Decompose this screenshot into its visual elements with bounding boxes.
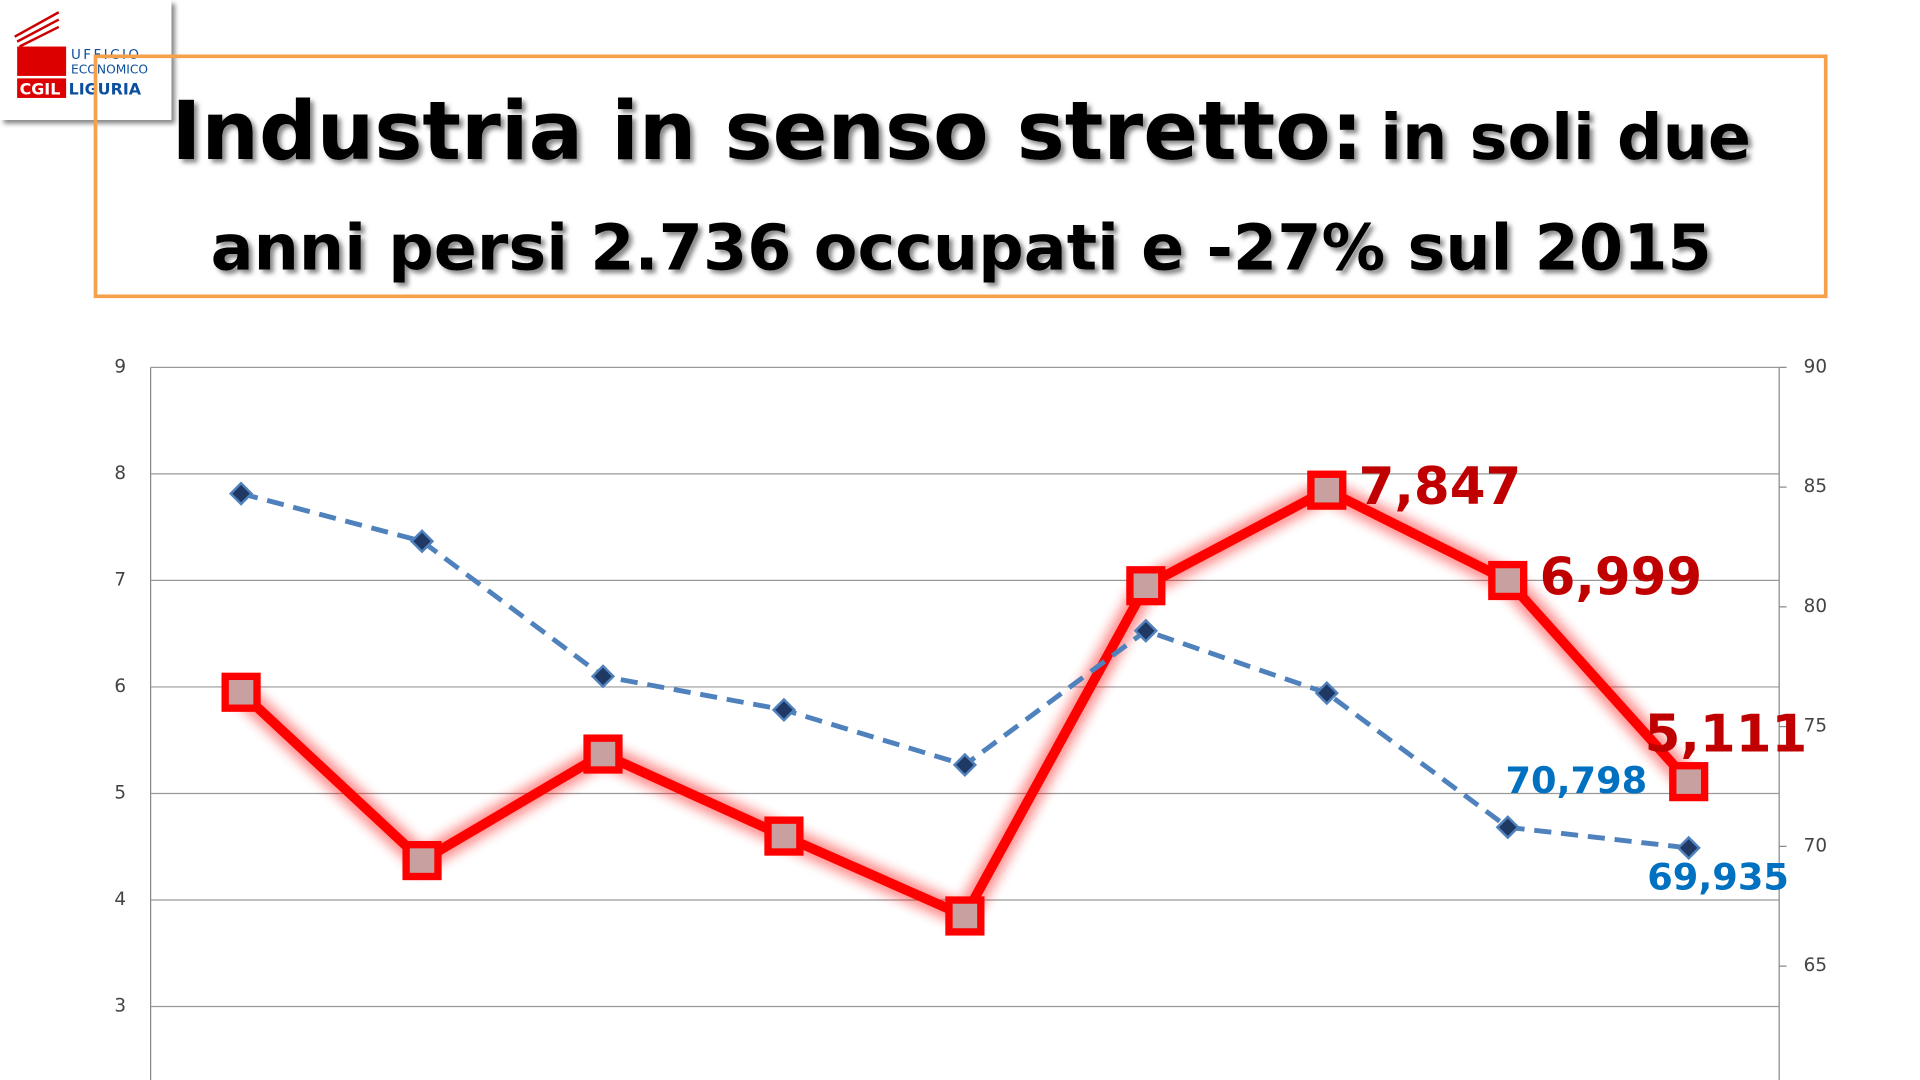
data-label: 7,847 <box>1359 457 1522 517</box>
y-tick-label: 4 <box>114 889 126 910</box>
data-label: 5,111 <box>1645 705 1808 765</box>
y-tick-label: 8 <box>114 463 126 484</box>
logo-text: CGIL <box>20 79 61 98</box>
marker <box>1133 618 1158 643</box>
marker <box>1307 470 1347 510</box>
y2-tick-label: 90 <box>1804 356 1827 377</box>
title-box <box>93 54 1828 299</box>
marker <box>952 752 978 778</box>
marker <box>221 672 261 712</box>
marker <box>945 896 985 936</box>
marker <box>1676 835 1701 861</box>
y2-tick-label: 65 <box>1804 955 1827 976</box>
logo-icon <box>14 11 60 48</box>
marker <box>1314 680 1339 706</box>
logo-text: LIGURIA <box>69 79 142 98</box>
marker <box>409 529 435 554</box>
marker <box>1495 815 1520 840</box>
marker <box>590 664 616 689</box>
y2-tick-label: 70 <box>1804 835 1827 856</box>
marker <box>228 481 254 506</box>
marker <box>402 840 442 881</box>
logo-icon <box>17 78 67 98</box>
line-glow <box>233 477 1697 931</box>
marker <box>583 734 623 774</box>
y-tick-label: 9 <box>114 356 126 377</box>
y-tick-label: 7 <box>114 569 126 590</box>
plot: 3 4 5 6 7 8 9 65 70 75 80 85 90 7,847 6,999 5,11170,798… <box>114 356 1827 1080</box>
title-main: Industria in senso stretto: <box>171 85 1363 179</box>
y-tick-label: 6 <box>114 676 126 697</box>
title-sub: anni persi 2.736 occupati e -27% sul 201… <box>211 211 1712 285</box>
marker <box>1126 566 1166 606</box>
logo-text: ECONOMICO <box>71 62 148 76</box>
marker <box>1669 762 1709 802</box>
y-tick-label: 3 <box>114 996 126 1017</box>
line-series <box>240 491 1689 851</box>
y-tick-label: 5 <box>114 782 126 803</box>
title-sub: in soli due <box>1380 101 1751 175</box>
data-label: 70,798 <box>1505 759 1647 802</box>
y2-tick-label: 75 <box>1804 716 1827 737</box>
marker <box>771 697 797 722</box>
data-label: 69,935 <box>1647 856 1789 899</box>
logo-icon <box>17 46 67 76</box>
y2-tick-label: 80 <box>1804 596 1827 617</box>
marker <box>764 816 804 856</box>
y2-tick-label: 85 <box>1804 476 1827 497</box>
title: Industria in senso stretto: in soli due <box>171 85 1751 179</box>
marker <box>1488 560 1528 601</box>
data-label: 6,999 <box>1540 548 1703 608</box>
